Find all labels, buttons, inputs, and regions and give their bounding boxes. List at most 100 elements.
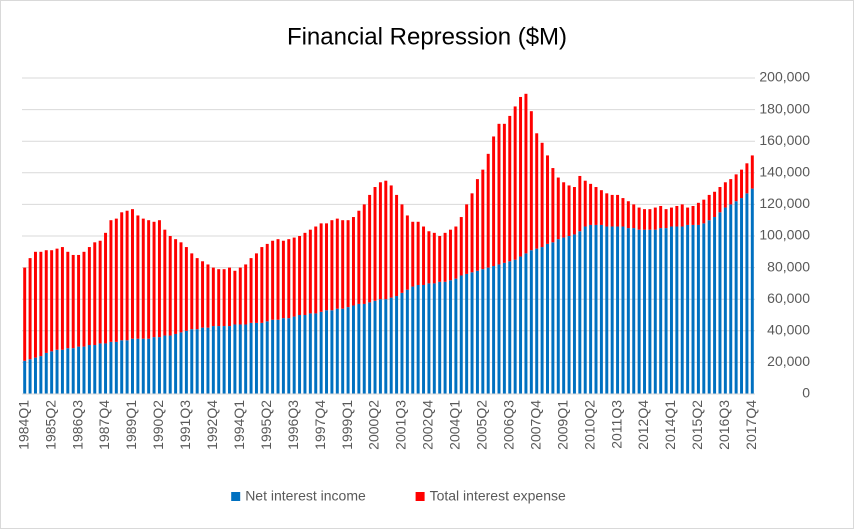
bar-segment xyxy=(228,267,231,327)
bar-segment xyxy=(174,239,178,334)
bar-segment xyxy=(249,322,253,394)
bar-segment xyxy=(147,220,151,339)
bar-segment xyxy=(551,168,555,243)
bar-segment xyxy=(432,283,436,394)
bar-segment xyxy=(260,322,264,394)
bar-segment xyxy=(659,228,663,394)
x-tick-label: 2005Q2 xyxy=(474,400,490,450)
bar-segment xyxy=(141,338,145,394)
x-tick-label: 2015Q2 xyxy=(689,400,705,450)
bar-segment xyxy=(308,229,312,314)
bar-segment xyxy=(583,180,587,227)
bar-segment xyxy=(93,242,97,346)
bar-segment xyxy=(298,236,302,315)
bar-segment xyxy=(351,305,355,394)
bar-segment xyxy=(626,228,630,394)
x-tick-label: 1990Q2 xyxy=(150,400,166,450)
bar-segment xyxy=(713,217,717,394)
bar-segment xyxy=(217,326,221,394)
bar-segment xyxy=(125,210,129,341)
bar-segment xyxy=(519,256,523,394)
bar-segment xyxy=(745,163,749,194)
bar-segment xyxy=(540,247,544,394)
bar-segment xyxy=(632,228,636,394)
bar-segment xyxy=(233,270,237,325)
y-tick-label: 140,000 xyxy=(759,164,810,180)
bar-segment xyxy=(745,193,749,394)
bar-segment xyxy=(594,224,598,394)
bar-segment xyxy=(740,169,744,199)
bar-segment xyxy=(23,267,27,361)
bar-segment xyxy=(271,319,275,394)
bar-segment xyxy=(669,207,673,227)
bar-segment xyxy=(508,115,512,262)
bar-segment xyxy=(254,253,258,323)
bar-segment xyxy=(87,247,91,346)
bar-segment xyxy=(265,243,269,322)
bar-segment xyxy=(556,177,560,240)
y-tick-label: 60,000 xyxy=(767,290,810,306)
bar-segment xyxy=(179,332,183,394)
bar-segment xyxy=(249,258,253,323)
bar-segment xyxy=(60,247,64,350)
bar-segment xyxy=(244,324,248,394)
bar-segment xyxy=(664,209,668,229)
bar-segment xyxy=(750,155,754,189)
bar-segment xyxy=(60,349,64,394)
bar-segment xyxy=(292,237,296,317)
x-tick-label: 1989Q1 xyxy=(123,400,139,450)
bar-segment xyxy=(28,359,32,394)
bar-segment xyxy=(104,232,108,344)
bar-segment xyxy=(632,204,636,229)
bar-segment xyxy=(459,217,463,276)
bar-segment xyxy=(702,199,706,224)
bar-segment xyxy=(271,240,275,320)
bar-segment xyxy=(384,299,388,394)
y-tick-label: 120,000 xyxy=(759,195,810,211)
bar-segment xyxy=(228,326,231,394)
y-tick-label: 200,000 xyxy=(759,69,810,85)
bar-segment xyxy=(114,218,118,342)
x-tick-label: 1987Q4 xyxy=(96,400,112,450)
bar-segment xyxy=(152,221,156,338)
legend-swatch xyxy=(415,492,425,501)
bar-segment xyxy=(325,223,329,311)
bar-segment xyxy=(664,228,668,394)
bar-segment xyxy=(492,266,496,394)
bar-segment xyxy=(707,220,711,394)
bar-segment xyxy=(222,269,226,327)
bar-segment xyxy=(400,204,404,293)
bar-segment xyxy=(567,236,571,394)
bar-segment xyxy=(373,187,377,301)
bar-segment xyxy=(77,254,81,347)
bar-segment xyxy=(653,207,657,230)
bar-segment xyxy=(157,220,161,338)
bar-segment xyxy=(696,202,700,225)
bar-segment xyxy=(529,250,533,394)
bar-segment xyxy=(492,136,496,267)
bar-segment xyxy=(508,261,512,394)
bar-segment xyxy=(432,232,436,284)
y-tick-label: 100,000 xyxy=(759,227,810,243)
bar-segment xyxy=(314,313,318,394)
bar-segment xyxy=(389,297,393,394)
bar-segment xyxy=(281,240,285,319)
x-tick-label: 2000Q2 xyxy=(366,400,382,450)
bar-segment xyxy=(55,349,59,394)
bar-segment xyxy=(82,251,86,347)
bar-segment xyxy=(605,193,609,227)
bar-segment xyxy=(405,289,409,394)
y-tick-label: 180,000 xyxy=(759,100,810,116)
bar-segment xyxy=(147,338,151,394)
y-tick-label: 40,000 xyxy=(767,322,810,338)
bar-segment xyxy=(653,229,657,394)
bar-segment xyxy=(411,221,415,287)
bar-segment xyxy=(599,224,603,394)
bar-segment xyxy=(572,187,576,235)
bar-segment xyxy=(319,223,323,312)
bar-segment xyxy=(77,346,81,394)
bar-segment xyxy=(335,218,339,309)
bar-segment xyxy=(691,205,695,225)
bar-segment xyxy=(308,313,312,394)
bar-segment xyxy=(659,205,663,229)
